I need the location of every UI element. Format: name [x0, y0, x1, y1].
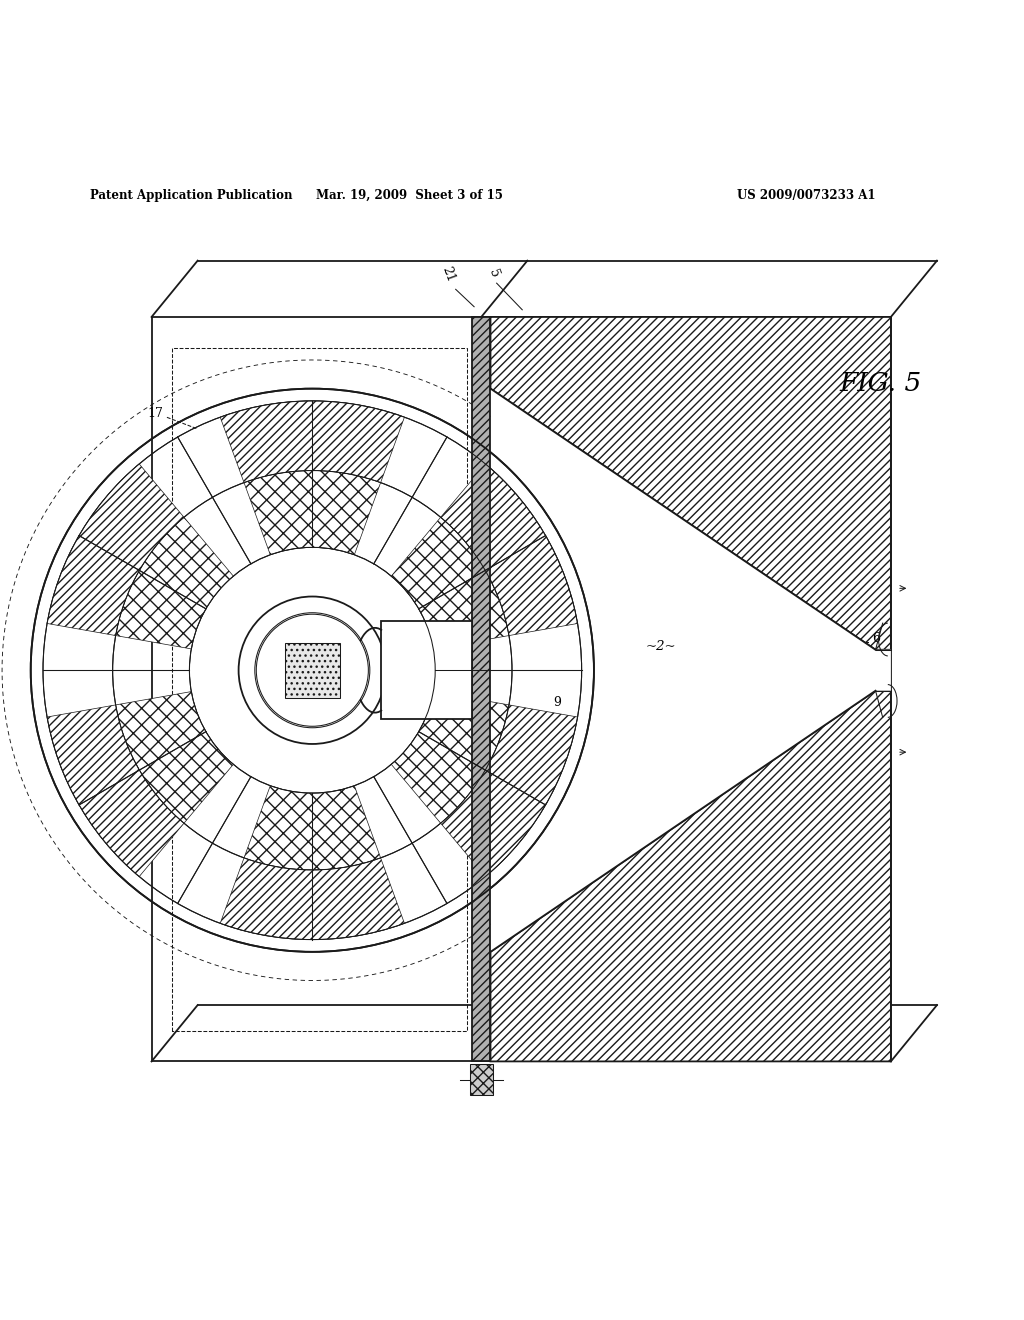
Polygon shape	[47, 463, 184, 635]
Polygon shape	[220, 858, 404, 940]
Polygon shape	[116, 692, 233, 824]
Polygon shape	[220, 401, 404, 483]
Text: 5: 5	[486, 267, 501, 279]
Polygon shape	[490, 317, 891, 649]
Circle shape	[256, 614, 369, 726]
Text: Mar. 19, 2009  Sheet 3 of 15: Mar. 19, 2009 Sheet 3 of 15	[316, 189, 503, 202]
Text: ~2~: ~2~	[645, 640, 676, 653]
Text: 17: 17	[147, 408, 164, 420]
Text: 18: 18	[521, 524, 540, 544]
Text: 9: 9	[553, 696, 561, 709]
Polygon shape	[47, 705, 184, 876]
Text: 6: 6	[872, 631, 881, 644]
Polygon shape	[244, 470, 381, 554]
Polygon shape	[381, 622, 472, 719]
Text: US 2009/0073233 A1: US 2009/0073233 A1	[737, 189, 876, 202]
Text: FIG. 5: FIG. 5	[840, 371, 922, 396]
Text: 21: 21	[439, 265, 458, 284]
Polygon shape	[472, 317, 490, 1061]
Polygon shape	[440, 463, 578, 635]
Polygon shape	[244, 785, 381, 870]
Text: 8: 8	[509, 513, 523, 527]
Polygon shape	[391, 517, 509, 649]
Polygon shape	[440, 705, 578, 876]
Polygon shape	[285, 643, 340, 698]
Polygon shape	[391, 692, 509, 824]
Text: 28: 28	[529, 612, 548, 632]
Text: Patent Application Publication: Patent Application Publication	[90, 189, 293, 202]
Circle shape	[239, 597, 386, 744]
Polygon shape	[116, 517, 233, 649]
Polygon shape	[490, 388, 891, 952]
Polygon shape	[470, 1064, 493, 1096]
Polygon shape	[490, 690, 891, 1061]
